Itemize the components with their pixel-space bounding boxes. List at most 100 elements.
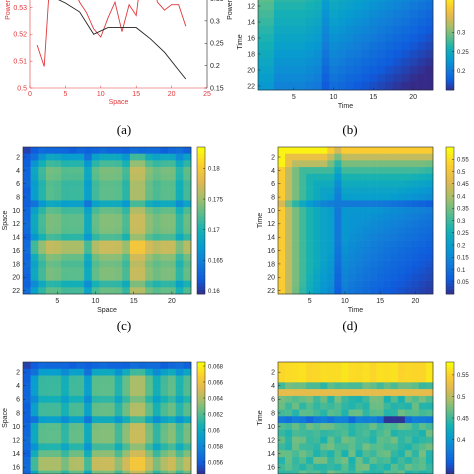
colorbar-segment (446, 0, 454, 2)
heatmap-cell (61, 395, 70, 404)
colorbar-segment (446, 432, 454, 436)
colorbar-segment (446, 176, 454, 181)
heatmap-cell (129, 382, 138, 390)
heatmap-cell (168, 450, 177, 458)
heatmap-cell (61, 389, 70, 397)
heatmap-cell (292, 457, 300, 465)
heatmap-cell (30, 402, 39, 410)
heatmap-cell (355, 368, 363, 376)
heatmap-cell (299, 389, 307, 397)
heatmap-cell (152, 375, 161, 383)
heatmap-cell (404, 423, 413, 431)
heatmap-cell (418, 220, 427, 228)
heatmap-cell (183, 368, 192, 376)
heatmap-cell (355, 362, 363, 370)
heatmap-cell (348, 429, 356, 437)
heatmap-cell (292, 153, 300, 161)
colorbar-segment (197, 183, 205, 188)
heatmap-cell (160, 375, 169, 383)
colorbar-segment (197, 454, 205, 458)
heatmap-cell (348, 368, 356, 376)
colorbar-tick-label: 0.06 (208, 428, 220, 434)
heatmap-cell (68, 147, 77, 154)
heatmap-cell (385, 26, 394, 35)
heatmap-cell (313, 193, 321, 201)
heatmap-cell (76, 173, 85, 181)
heatmap-cell (292, 213, 300, 221)
heatmap-cell (68, 429, 77, 437)
heatmap-cell (334, 147, 342, 154)
heatmap-cell (313, 160, 321, 168)
heatmap-cell (145, 253, 154, 261)
x-tick-label: 10 (330, 94, 338, 101)
heatmap-cell (145, 273, 154, 281)
heatmap-cell (345, 50, 354, 59)
colorbar-segment (446, 406, 454, 410)
heatmap-cell (91, 280, 100, 288)
heatmap-cell (334, 193, 342, 201)
heatmap-cell (53, 267, 62, 275)
heatmap-cell (68, 423, 77, 431)
heatmap-cell (183, 247, 192, 255)
colorbar-segment (446, 420, 454, 424)
x-tick-label: 5 (63, 91, 67, 98)
heatmap-cell (292, 443, 300, 451)
heatmap-cell (376, 423, 384, 431)
heatmap-cell (183, 167, 192, 175)
heatmap-cell (38, 429, 47, 437)
x-tick-label: 10 (97, 91, 105, 98)
heatmap-cell (175, 463, 184, 471)
heatmap-cell (383, 220, 392, 228)
y-tick-label: 2 (271, 154, 275, 161)
heatmap-cell (84, 247, 93, 255)
heatmap-cell (390, 200, 399, 208)
heatmap-cell (341, 240, 349, 248)
heatmap-cell (369, 58, 378, 67)
y-tick-label: 12 (267, 221, 275, 228)
heatmap-cell (160, 280, 169, 288)
heatmap-cell (348, 260, 356, 268)
heatmap-cell (107, 180, 115, 188)
heatmap-cell (320, 160, 328, 168)
heatmap-cell (289, 66, 299, 75)
heatmap-cell (383, 395, 392, 404)
heatmap-cell (53, 450, 62, 458)
heatmap-cell (306, 280, 314, 288)
heatmap-cell (348, 153, 356, 161)
heatmap-cell (145, 173, 154, 181)
heatmap-cell (306, 240, 314, 248)
heatmap-cell (418, 389, 427, 397)
heatmap-cell (313, 213, 321, 221)
heatmap-cell (76, 287, 85, 295)
heatmap-cell (383, 253, 392, 261)
heatmap-cell (411, 436, 420, 444)
heatmap-cell (320, 362, 328, 370)
heatmap-cell (23, 457, 31, 465)
heatmap-cell (91, 240, 100, 248)
heatmap-cell (38, 409, 47, 417)
colorbar-segment (446, 56, 454, 60)
panel-label-c: (c) (116, 318, 132, 333)
heatmap-cell (404, 457, 413, 465)
heatmap-cell (53, 362, 62, 370)
heatmap-cell (289, 42, 299, 51)
heatmap-cell (76, 395, 85, 404)
heatmap-cell (168, 160, 177, 168)
heatmap-cell (23, 416, 31, 424)
y-tick-label: 8 (16, 410, 20, 417)
heatmap-cell (61, 160, 70, 168)
heatmap-cell (175, 443, 184, 451)
heatmap-cell (345, 66, 354, 75)
heatmap-cell (114, 450, 123, 458)
colorbar-segment (446, 286, 454, 291)
heatmap-cell (273, 0, 283, 3)
heatmap-cell (45, 463, 54, 471)
heatmap-cell (305, 2, 314, 11)
heatmap-cell (122, 227, 131, 235)
heatmap-cell (376, 409, 384, 417)
heatmap-cell (383, 153, 392, 161)
heatmap-cell (258, 0, 267, 3)
heatmap-cell (353, 50, 362, 59)
heatmap-cell (297, 0, 307, 3)
y-tick-label: 4 (271, 383, 275, 390)
